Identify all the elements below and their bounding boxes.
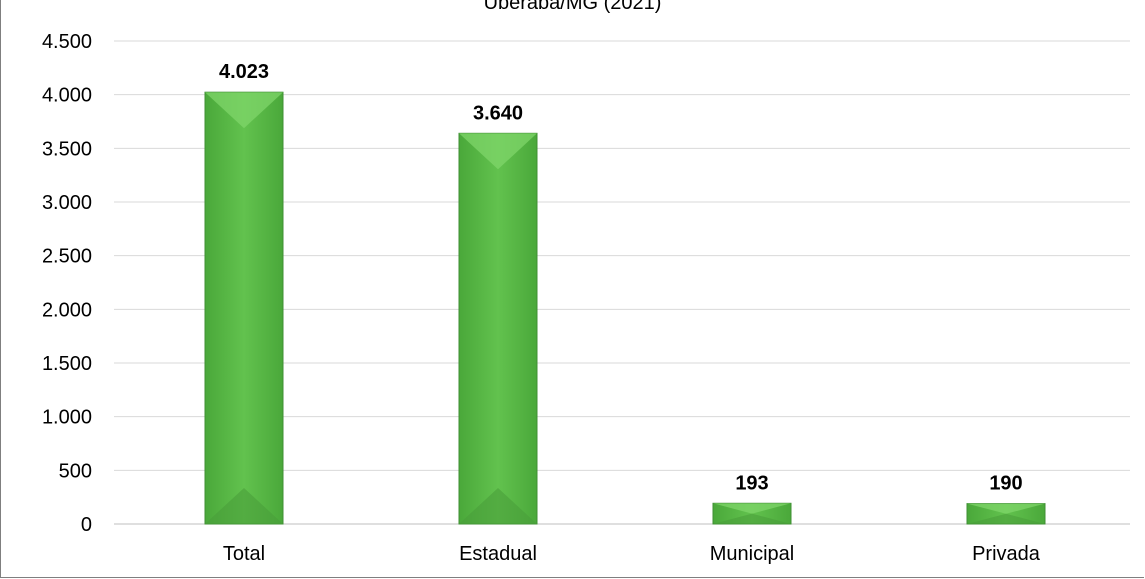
data-label: 190 — [989, 473, 1022, 495]
y-tick-label: 3.000 — [42, 192, 92, 214]
y-tick-label: 500 — [59, 460, 92, 482]
y-tick-label: 4.500 — [42, 31, 92, 53]
x-tick-label: Estadual — [459, 543, 537, 565]
y-axis: 0 500 1.000 1.500 2.000 2.500 3.000 3.500 4.000 4… — [42, 31, 92, 536]
bar-total — [204, 91, 284, 525]
x-tick-label: Total — [223, 543, 265, 565]
bar-bottom-bevel — [459, 488, 537, 524]
y-tick-label: 3.500 — [42, 138, 92, 160]
data-label: 4.023 — [219, 61, 269, 83]
bar-top-bevel — [459, 133, 537, 170]
bar-estadual — [458, 132, 538, 525]
bar-privada — [966, 503, 1046, 525]
y-tick-label: 0 — [81, 514, 92, 536]
y-tick-label: 4.000 — [42, 85, 92, 107]
bar-bottom-bevel — [967, 513, 1045, 524]
x-tick-label: Privada — [972, 543, 1041, 565]
bar-bottom-bevel — [713, 513, 791, 524]
data-labels: 4.023 3.640 193 190 — [219, 61, 1023, 494]
bar-top-bevel — [205, 92, 283, 129]
bar — [458, 132, 538, 525]
bar-top-bevel — [713, 503, 791, 514]
bar-bottom-bevel — [205, 488, 283, 524]
x-tick-label: Municipal — [710, 543, 794, 565]
data-label: 193 — [735, 472, 768, 494]
bar-top-bevel — [967, 503, 1045, 514]
y-tick-label: 1.500 — [42, 353, 92, 375]
y-tick-label: 1.000 — [42, 407, 92, 429]
chart-title: Uberaba/MG (2021) — [483, 0, 662, 14]
bars — [204, 91, 1046, 525]
y-tick-label: 2.000 — [42, 299, 92, 321]
bar-municipal — [712, 502, 792, 525]
bar — [204, 91, 284, 525]
data-label: 3.640 — [473, 102, 523, 124]
x-axis: Total Estadual Municipal Privada — [223, 543, 1041, 565]
y-tick-label: 2.500 — [42, 246, 92, 268]
